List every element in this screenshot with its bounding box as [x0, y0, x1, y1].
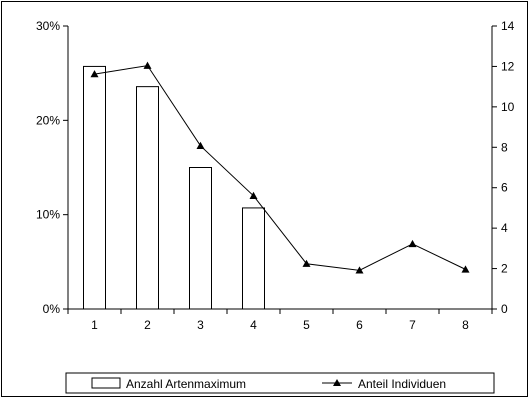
- legend-label-bar: Anzahl Artenmaximum: [126, 377, 246, 391]
- x-tick-label: 5: [303, 318, 310, 332]
- line-series-anteil-individuen: [94, 65, 466, 271]
- left-tick-label: 30%: [36, 19, 60, 33]
- legend-box: [65, 372, 495, 394]
- x-tick-label: 6: [356, 318, 363, 332]
- right-tick-label: 2: [501, 262, 508, 276]
- x-tick-label: 3: [197, 318, 204, 332]
- left-tick-label: 20%: [36, 113, 60, 127]
- bar-3: [189, 167, 212, 310]
- line-point-1: [90, 70, 99, 78]
- line-point-3: [196, 141, 205, 150]
- x-tick-label: 1: [91, 318, 98, 332]
- x-tick-label: 8: [462, 318, 469, 332]
- right-tick-label: 12: [501, 59, 515, 73]
- left-tick-label: 10%: [36, 208, 60, 222]
- bar-2: [136, 86, 159, 310]
- legend-triangle-marker: [333, 379, 341, 386]
- right-tick-label: 0: [501, 302, 508, 316]
- line-point-5: [302, 259, 311, 267]
- right-tick-label: 6: [501, 181, 508, 195]
- bar-1: [83, 65, 106, 310]
- x-tick-label: 2: [144, 318, 151, 332]
- legend-bar-swatch: [91, 377, 121, 389]
- line-point-7: [408, 239, 417, 248]
- right-tick-label: 4: [501, 221, 508, 235]
- x-tick-label: 4: [250, 318, 257, 332]
- line-point-2: [143, 61, 152, 69]
- right-tick-label: 8: [501, 140, 508, 154]
- right-tick-label: 14: [501, 19, 515, 33]
- bar-4: [242, 207, 265, 310]
- right-tick-label: 10: [501, 100, 515, 114]
- left-tick-label: 0%: [43, 302, 61, 316]
- legend-label-line: Anteil Individuen: [358, 377, 446, 391]
- line-point-6: [355, 266, 364, 274]
- line-point-8: [461, 265, 470, 273]
- x-tick-label: 7: [409, 318, 416, 332]
- line-point-4: [249, 191, 258, 199]
